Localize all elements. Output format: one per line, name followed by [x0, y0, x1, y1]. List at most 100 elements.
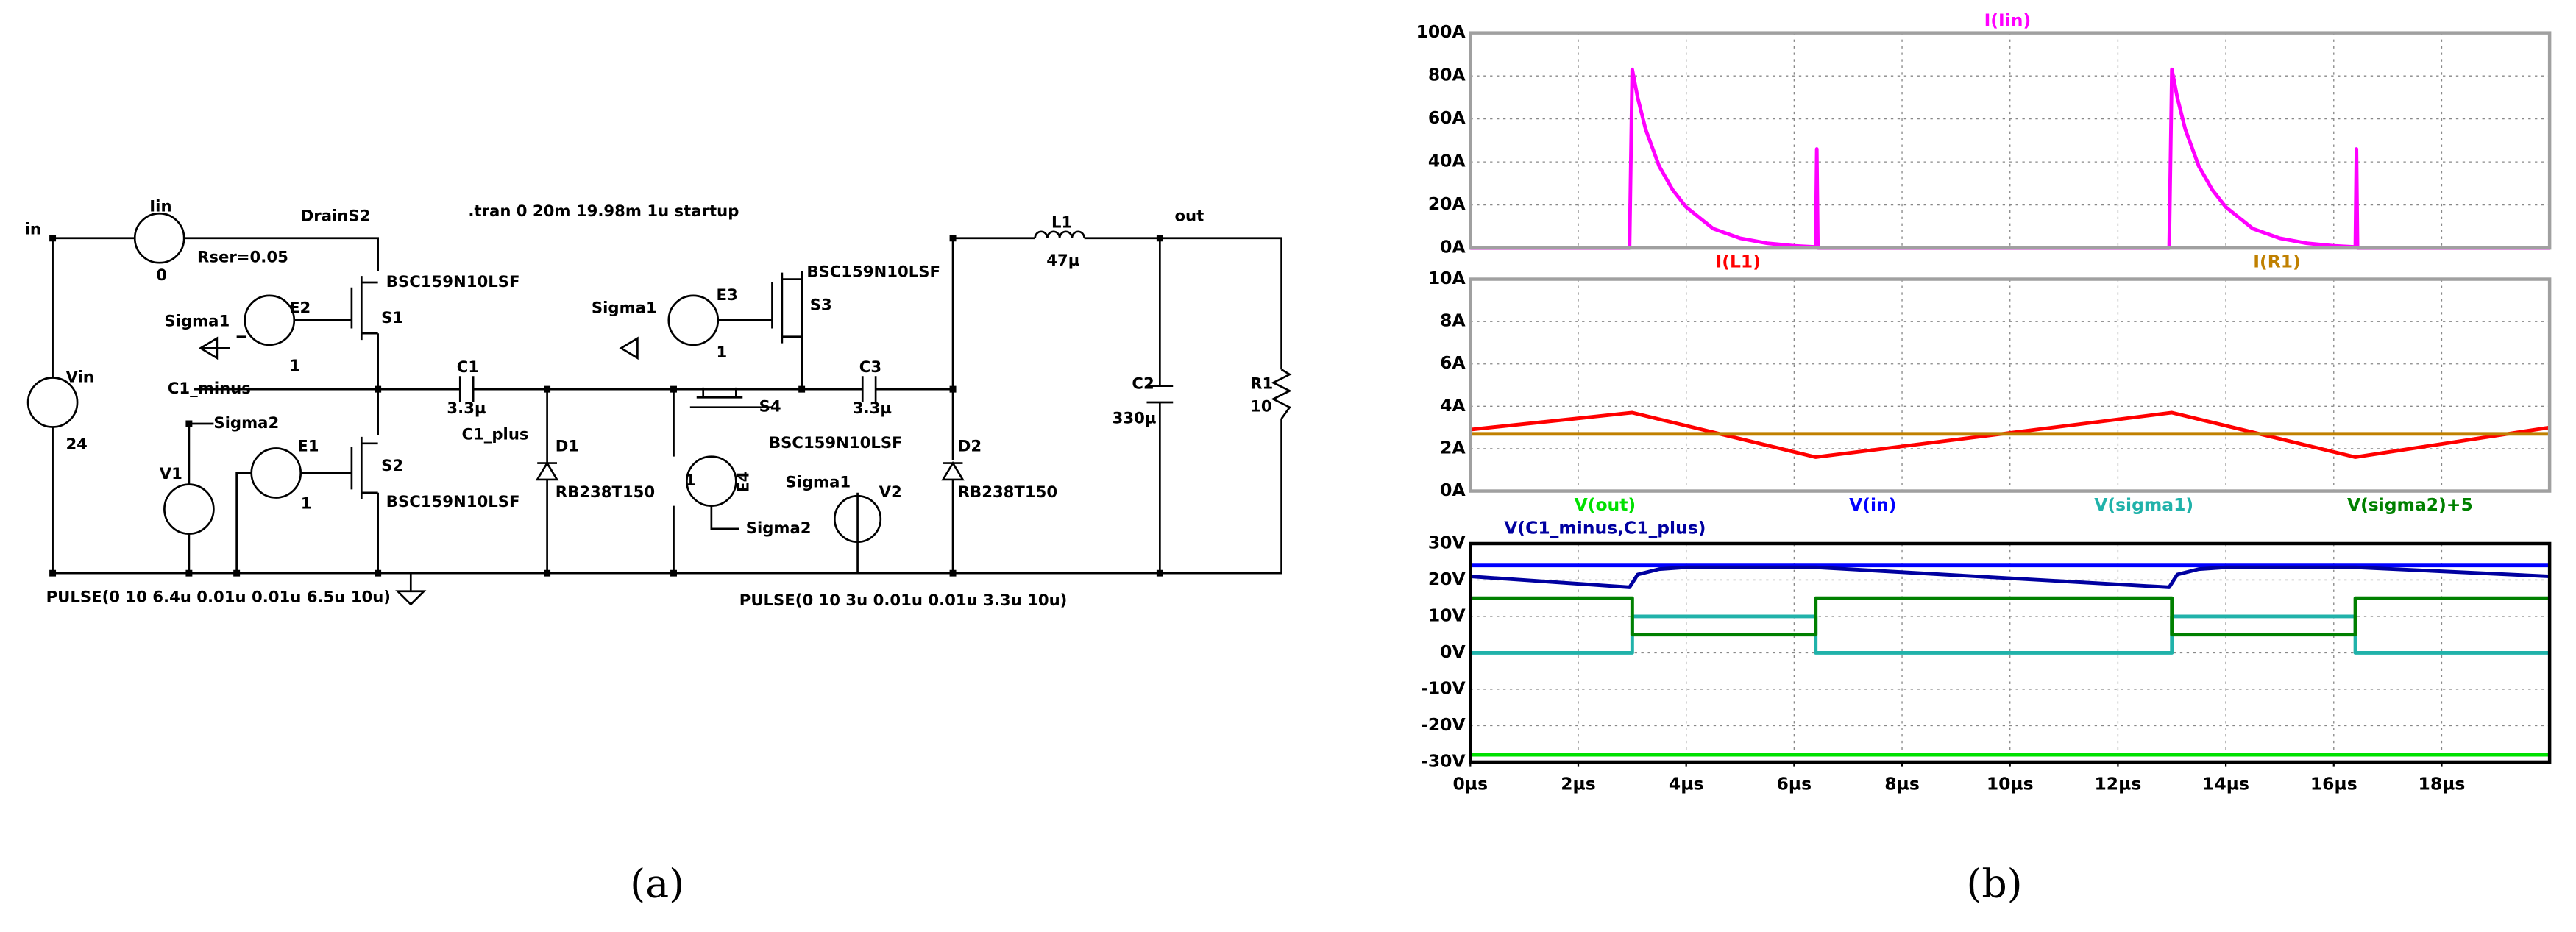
- y-tick-label: 20A: [1428, 193, 1466, 214]
- legend-label: V(in): [1849, 494, 1896, 515]
- label: Iin: [149, 196, 171, 215]
- label: PULSE(0 10 6.4u 0.01u 0.01u 6.5u 10u): [46, 588, 391, 606]
- label: S1: [381, 308, 403, 327]
- y-tick-label: -20V: [1421, 714, 1466, 735]
- label: .tran 0 20m 19.98m 1u startup: [468, 202, 739, 220]
- y-tick-label: 60A: [1428, 107, 1466, 128]
- series-line: [1470, 565, 2550, 589]
- inductor: [1034, 230, 1085, 238]
- voltage-source: [26, 377, 79, 428]
- y-tick-label: 2A: [1440, 437, 1466, 458]
- label: V1: [160, 464, 182, 483]
- label: E1: [297, 436, 319, 455]
- label: RB238T150: [958, 483, 1057, 501]
- label: 0: [156, 266, 167, 284]
- label: PULSE(0 10 3u 0.01u 0.01u 3.3u 10u): [739, 591, 1068, 609]
- label: 3.3µ: [853, 399, 892, 417]
- grounds: [198, 336, 639, 606]
- label: BSC159N10LSF: [386, 492, 520, 511]
- x-tick-label: 2µs: [1561, 774, 1596, 794]
- label: Vin: [65, 367, 93, 385]
- label: L1: [1051, 213, 1072, 232]
- label: out: [1174, 207, 1204, 225]
- label: Sigma1: [785, 472, 851, 491]
- label: 330µ: [1113, 408, 1157, 427]
- label: D2: [958, 436, 982, 455]
- panel-label: (a): [630, 861, 684, 907]
- label: C2: [1132, 374, 1154, 392]
- y-tick-label: 100A: [1416, 21, 1466, 42]
- source-e2: [244, 294, 296, 346]
- current-source: [133, 212, 185, 264]
- y-tick-label: 10A: [1428, 268, 1466, 288]
- x-tick-label: 0µs: [1453, 774, 1489, 794]
- label: D1: [556, 436, 579, 455]
- x-tick-label: 4µs: [1669, 774, 1704, 794]
- source-e3: [667, 294, 720, 346]
- label: Rser=0.05: [197, 248, 288, 266]
- mosfets: [350, 272, 784, 499]
- legend-label: V(sigma2)+5: [2347, 494, 2473, 515]
- source-e4: [686, 455, 737, 507]
- x-tick-label: 6µs: [1777, 774, 1812, 794]
- y-tick-label: 4A: [1440, 395, 1466, 416]
- y-tick-label: 40A: [1428, 151, 1466, 171]
- source-v2: [833, 494, 882, 544]
- wires: [52, 237, 1282, 575]
- source-v1: [163, 483, 215, 535]
- y-tick-label: 10V: [1428, 605, 1466, 625]
- legend-label: V(sigma1): [2094, 494, 2193, 515]
- label: BSC159N10LSF: [806, 263, 940, 281]
- plot-frame: [1469, 31, 2552, 250]
- x-tick-label: 12µs: [2095, 774, 2142, 794]
- schematic: in Iin 0 Rser=0.05 DrainS2 .tran 0 20m 1…: [25, 196, 1292, 609]
- nodes: [49, 235, 1163, 577]
- label: Sigma2: [213, 413, 279, 432]
- panel-label: (b): [1966, 861, 2022, 907]
- y-tick-label: 20V: [1428, 569, 1466, 589]
- label: S4: [759, 397, 781, 416]
- label: 1: [289, 356, 300, 374]
- label: S3: [810, 295, 832, 313]
- y-tick-label: -30V: [1421, 750, 1466, 771]
- legend-label: I(L1): [1716, 252, 1761, 272]
- resistor: [1271, 369, 1292, 420]
- x-tick-label: 18µs: [2419, 774, 2466, 794]
- y-tick-label: 0A: [1440, 237, 1466, 257]
- plot-frame: [1469, 277, 2552, 493]
- label: in: [25, 220, 41, 238]
- x-tick-label: 14µs: [2202, 774, 2249, 794]
- legend-label: I(Iin): [1984, 10, 2032, 31]
- label: 1: [685, 471, 696, 489]
- label: RB238T150: [556, 483, 655, 501]
- label: 47µ: [1046, 251, 1079, 269]
- label: R1: [1250, 374, 1273, 392]
- label: 10: [1250, 397, 1272, 416]
- label: 1: [717, 343, 728, 361]
- label: 24: [65, 435, 88, 453]
- legend-label: I(R1): [2253, 252, 2301, 272]
- series-line: [1470, 596, 2550, 637]
- capacitors: [458, 376, 1174, 404]
- label: Sigma2: [746, 519, 812, 537]
- legend-label: V(C1_minus,C1_plus): [1504, 517, 1706, 538]
- y-tick-label: -10V: [1421, 677, 1466, 698]
- label: Sigma1: [592, 299, 657, 317]
- label: BSC159N10LSF: [769, 433, 903, 452]
- legend-label: V(out): [1575, 494, 1636, 515]
- y-tick-label: 0A: [1440, 480, 1466, 500]
- label: E4: [734, 472, 753, 493]
- y-tick-label: 80A: [1428, 65, 1466, 85]
- label: C1_plus: [462, 425, 529, 444]
- y-tick-label: 0V: [1440, 641, 1466, 662]
- label: 1: [301, 494, 312, 512]
- label: E2: [289, 299, 311, 317]
- label: V2: [879, 483, 902, 501]
- label: E3: [717, 285, 738, 304]
- diodes: [535, 460, 965, 481]
- source-e1: [250, 447, 302, 499]
- label: BSC159N10LSF: [386, 272, 520, 291]
- label: DrainS2: [301, 207, 371, 225]
- y-tick-label: 30V: [1428, 532, 1466, 552]
